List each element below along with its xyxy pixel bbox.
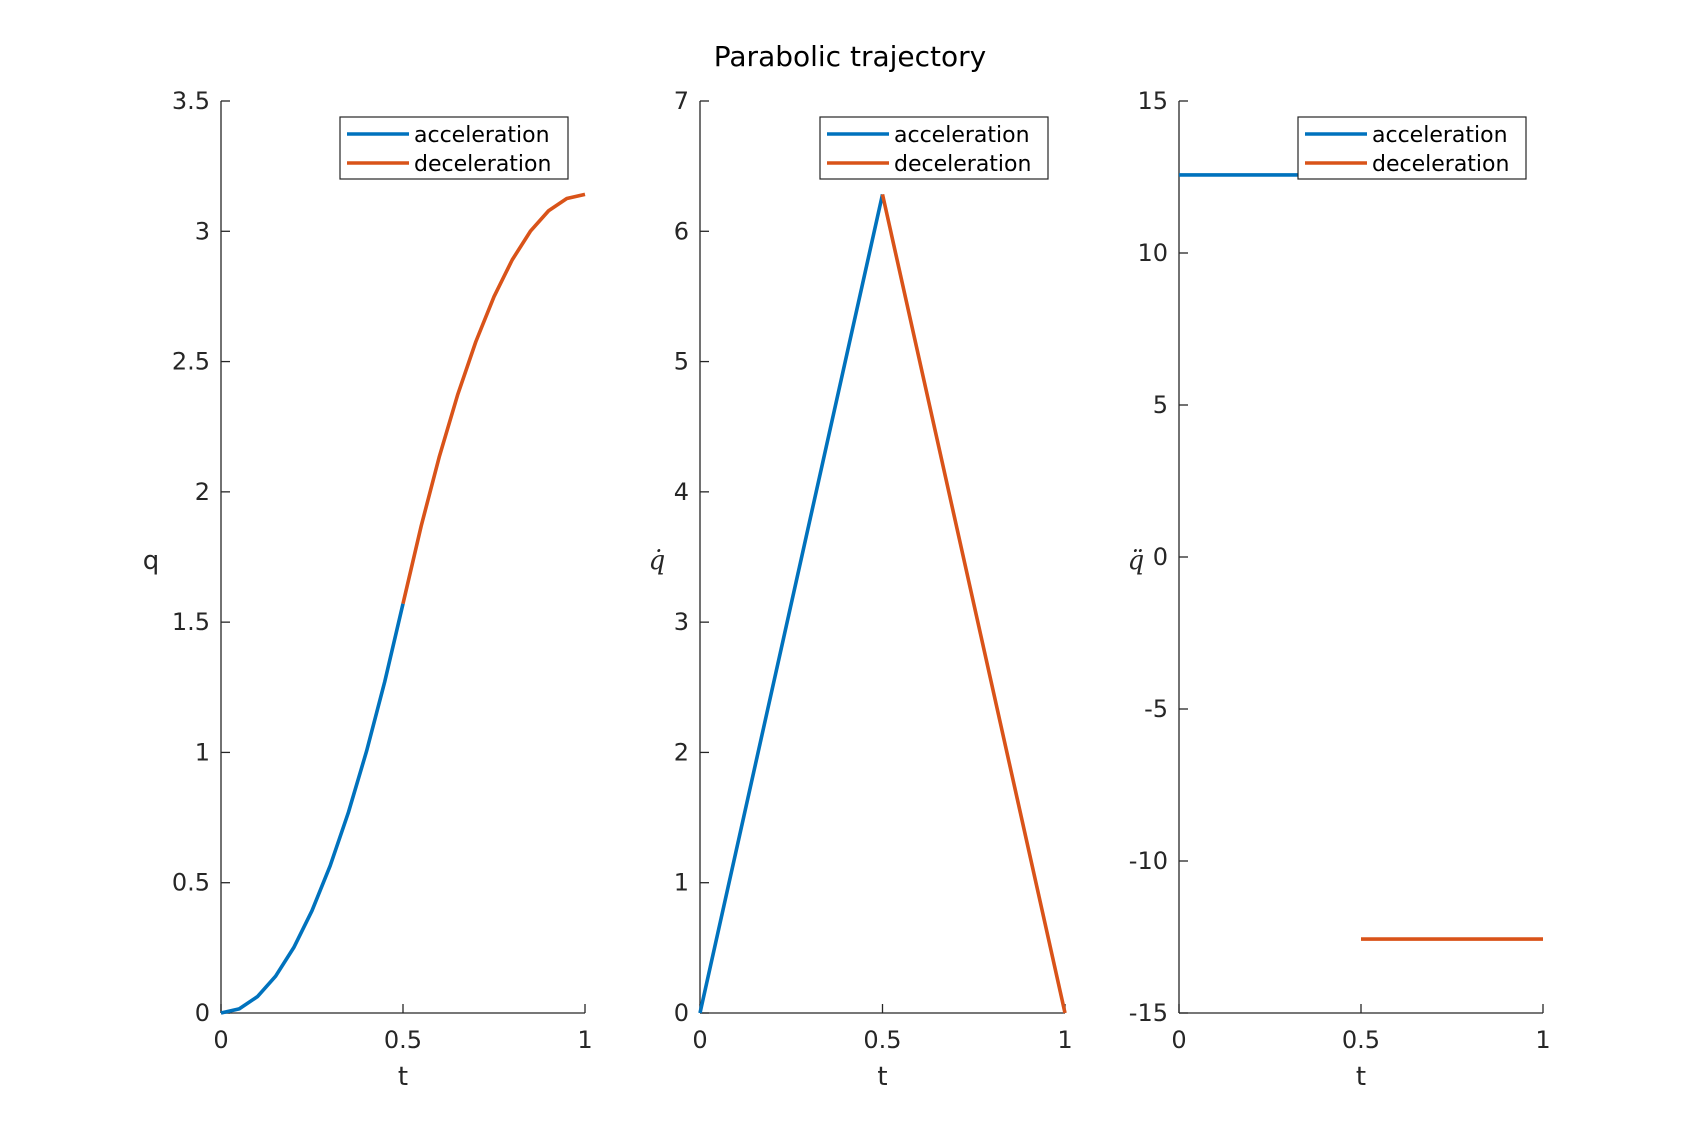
x-tick-label: 0.5 [1342,1026,1380,1054]
series-line-deceleration [880,193,1067,1014]
y-tick-label: 10 [1137,239,1168,267]
legend-label: acceleration [894,123,1030,148]
legend-label: deceleration [414,152,551,177]
y-tick-label: 3 [195,217,210,245]
y-tick-label: 5 [1153,391,1168,419]
x-tick-label: 1 [577,1026,592,1054]
legend-label: deceleration [894,152,1031,177]
y-tick-label: 5 [674,348,689,376]
x-tick-label: 1 [1057,1026,1072,1054]
x-tick-label: 0 [213,1026,228,1054]
legend-label: deceleration [1372,152,1509,177]
subplot-3: -15 -10 -5 0 5 10 15 0 0.5 1 t q̈ acceleration decele… [1128,87,1551,1092]
legend-label: acceleration [1372,123,1508,148]
y-tick-label: 0.5 [172,869,210,897]
subplot-1: 0 0.5 1 1.5 2 2.5 3 3.5 0 0.5 1 t q acceleration decel… [143,87,593,1092]
y-tick-label: 3 [674,608,689,636]
y-tick-label: 0 [195,999,210,1027]
y-axis-label: q̈ [1128,546,1145,576]
x-tick-label: 0.5 [863,1026,901,1054]
legend-label: acceleration [414,123,550,148]
legend-box [1297,116,1527,180]
subplot-2: 0 1 2 3 4 5 6 7 0 0.5 1 t q̇ acceleration deceleration [649,87,1073,1092]
y-tick-label: -5 [1144,695,1168,723]
y-tick-label: 0 [1153,543,1168,571]
x-axis-label: t [1356,1062,1366,1092]
y-tick-label: 1.5 [172,608,210,636]
y-axis-label: q̇ [649,546,666,576]
x-tick-label: 1 [1535,1026,1550,1054]
x-tick-label: 0.5 [384,1026,422,1054]
subplots: 0 0.5 1 1.5 2 2.5 3 3.5 0 0.5 1 t q acceleration decel… [143,87,1551,1092]
y-tick-label: 2.5 [172,348,210,376]
y-tick-label: -10 [1129,847,1168,875]
y-tick-label: 2 [674,738,689,766]
y-tick-label: 15 [1137,87,1168,115]
figure-title: Parabolic trajectory [714,40,986,73]
x-axis-label: t [877,1062,887,1092]
y-tick-label: 1 [674,869,689,897]
y-tick-label: 6 [674,217,689,245]
legend-box [339,116,569,180]
series-line-acceleration [698,193,885,1014]
y-tick-label: 2 [195,478,210,506]
legend-box [819,116,1049,180]
y-axis-label: q [143,546,160,576]
x-tick-label: 0 [1171,1026,1186,1054]
series-line-acceleration [220,603,405,1015]
y-tick-label: 1 [195,738,210,766]
y-tick-label: -15 [1129,999,1168,1027]
series-line-deceleration [401,192,586,605]
legend: acceleration deceleration [819,116,1049,180]
y-tick-label: 7 [674,87,689,115]
y-tick-label: 4 [674,478,689,506]
y-tick-label: 3.5 [172,87,210,115]
x-axis-label: t [398,1062,408,1092]
x-tick-label: 0 [692,1026,707,1054]
legend: acceleration deceleration [339,116,569,180]
y-tick-label: 0 [674,999,689,1027]
legend: acceleration deceleration [1297,116,1527,180]
